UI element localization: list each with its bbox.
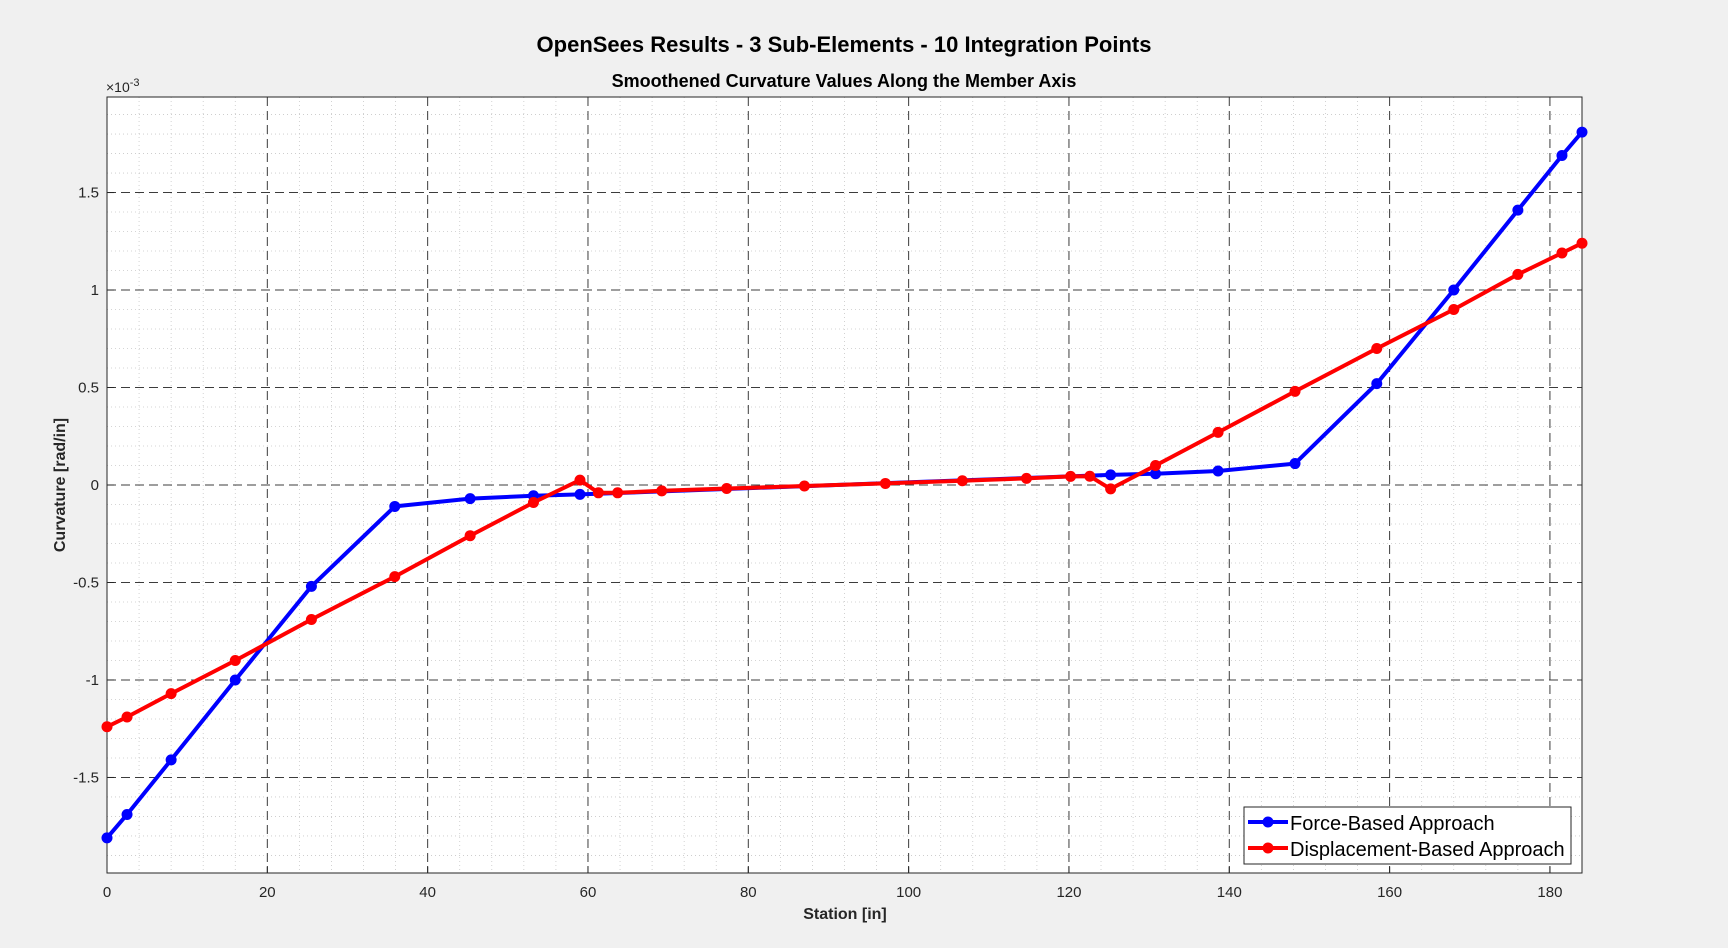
y-tick-label: -1.5	[73, 769, 99, 786]
data-point-displacement-based-approach	[1212, 426, 1224, 438]
data-point-force-based-approach	[1512, 204, 1524, 216]
y-tick-label: -0.5	[73, 574, 99, 591]
x-tick-label: 180	[1537, 884, 1562, 901]
axes: 0 20 40 60 80 100 120 140 160 180 1.5 1 0.5 0 -0.5 -1 -…	[73, 96, 1588, 901]
data-point-displacement-based-approach	[1020, 472, 1032, 484]
data-point-displacement-based-approach	[656, 485, 668, 497]
legend-entry-displacement-based[interactable]: Displacement-Based Approach	[1248, 839, 1565, 861]
y-axis-exponent-power: -3	[130, 77, 140, 89]
data-point-force-based-approach	[1556, 149, 1568, 161]
data-point-displacement-based-approach	[1084, 470, 1096, 482]
x-tick-label: 40	[419, 884, 436, 901]
data-point-displacement-based-approach	[165, 688, 177, 700]
x-axis-label: Station [in]	[803, 906, 887, 923]
data-point-force-based-approach	[1448, 284, 1460, 296]
data-point-force-based-approach	[1289, 458, 1301, 470]
y-tick-label: 1.5	[78, 185, 99, 202]
data-point-displacement-based-approach	[798, 480, 810, 492]
legend-box	[1243, 806, 1572, 865]
data-point-displacement-based-approach	[527, 497, 539, 509]
data-point-force-based-approach	[305, 580, 317, 592]
series-line-displacement-based-approach	[106, 241, 1583, 729]
data-point-force-based-approach	[121, 809, 133, 821]
legend[interactable]: Force-Based Approach Displacement-Based …	[1243, 806, 1572, 865]
data-point-displacement-based-approach	[101, 721, 113, 733]
legend-marker-force-based	[1262, 816, 1274, 828]
legend-marker-displacement-based	[1262, 842, 1274, 854]
data-point-displacement-based-approach	[1371, 343, 1383, 355]
y-axis-label: Curvature [rad/in]	[52, 418, 69, 552]
y-tick-label: 0	[91, 477, 99, 494]
x-tick-label: 20	[259, 884, 276, 901]
y-ticks: 1.5 1 0.5 0 -0.5 -1 -1.5	[73, 185, 114, 786]
x-tick-label: 160	[1377, 884, 1402, 901]
data-point-force-based-approach	[389, 500, 401, 512]
data-point-displacement-based-approach	[464, 530, 476, 542]
x-tick-label: 60	[580, 884, 597, 901]
x-tick-label: 80	[740, 884, 757, 901]
data-point-force-based-approach	[1105, 469, 1117, 481]
data-point-force-based-approach	[101, 832, 113, 844]
series-layer	[101, 126, 1588, 844]
data-point-displacement-based-approach	[389, 571, 401, 583]
data-point-displacement-based-approach	[721, 483, 733, 495]
axes-title: Smoothened Curvature Values Along the Me…	[612, 71, 1077, 91]
legend-label-displacement-based: Displacement-Based Approach	[1290, 839, 1565, 861]
series-displacement-based-approach	[101, 237, 1588, 733]
x-tick-label: 140	[1217, 884, 1242, 901]
y-tick-label: -1	[86, 672, 99, 689]
data-point-displacement-based-approach	[574, 474, 586, 486]
legend-label-force-based: Force-Based Approach	[1290, 813, 1495, 835]
data-point-force-based-approach	[1576, 126, 1588, 138]
data-point-force-based-approach	[574, 488, 586, 500]
y-axis-exponent-base: ×10	[106, 79, 130, 95]
major-grid	[106, 97, 1582, 873]
data-point-displacement-based-approach	[1289, 385, 1301, 397]
data-point-displacement-based-approach	[1105, 483, 1117, 495]
data-point-displacement-based-approach	[879, 477, 891, 489]
data-point-displacement-based-approach	[1448, 304, 1460, 316]
data-point-displacement-based-approach	[1556, 247, 1568, 259]
x-ticks: 0 20 40 60 80 100 120 140 160 180	[103, 866, 1562, 901]
data-point-displacement-based-approach	[1150, 460, 1162, 472]
data-point-force-based-approach	[165, 754, 177, 766]
data-point-displacement-based-approach	[305, 614, 317, 626]
data-point-force-based-approach	[1371, 378, 1383, 390]
y-tick-label: 1	[91, 282, 99, 299]
figure-suptitle: OpenSees Results - 3 Sub-Elements - 10 I…	[537, 32, 1152, 57]
data-point-displacement-based-approach	[1512, 268, 1524, 280]
x-tick-label: 100	[896, 884, 921, 901]
data-point-force-based-approach	[464, 493, 476, 505]
data-point-displacement-based-approach	[1065, 470, 1077, 482]
data-point-displacement-based-approach	[229, 654, 241, 666]
data-point-displacement-based-approach	[956, 475, 968, 487]
data-point-displacement-based-approach	[592, 487, 604, 499]
y-tick-label: 0.5	[78, 380, 99, 397]
data-point-displacement-based-approach	[121, 711, 133, 723]
data-point-force-based-approach	[229, 674, 241, 686]
data-point-force-based-approach	[1150, 468, 1162, 480]
data-point-force-based-approach	[1212, 465, 1224, 477]
x-tick-label: 120	[1056, 884, 1081, 901]
data-point-displacement-based-approach	[1576, 237, 1588, 249]
data-point-displacement-based-approach	[612, 487, 624, 499]
y-axis-exponent: ×10-3	[106, 77, 140, 95]
legend-entry-force-based[interactable]: Force-Based Approach	[1248, 813, 1495, 835]
x-tick-label: 0	[103, 884, 111, 901]
